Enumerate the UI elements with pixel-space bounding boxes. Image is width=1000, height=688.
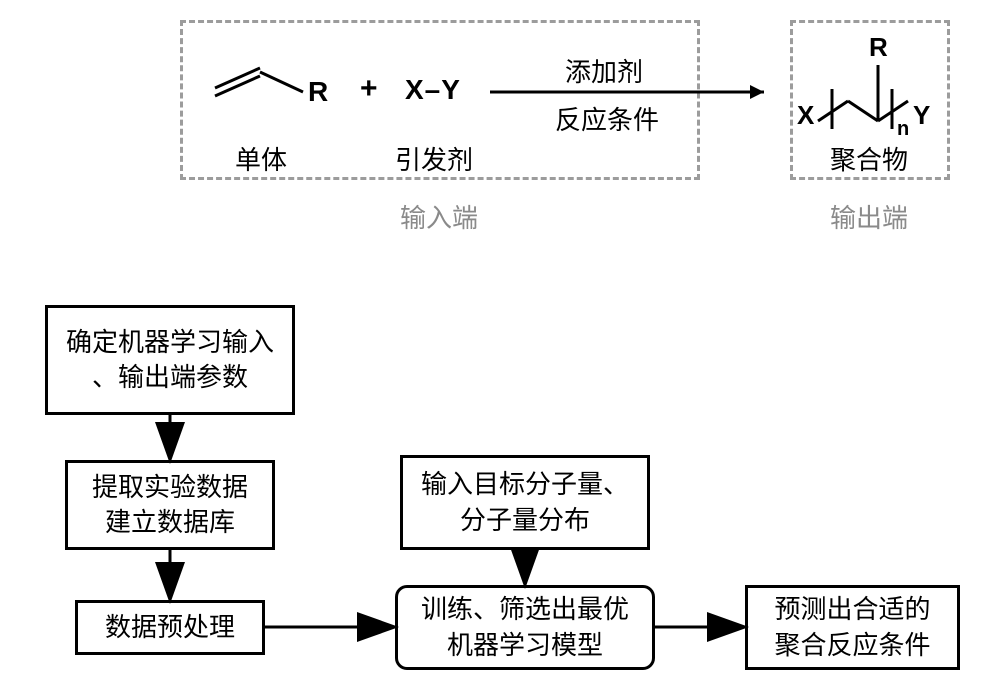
flow-arrows bbox=[0, 0, 1000, 688]
canvas: R + X–Y 添加剂 反应条件 X R n Y 单体 引发剂 聚合物 输入端 … bbox=[0, 0, 1000, 688]
